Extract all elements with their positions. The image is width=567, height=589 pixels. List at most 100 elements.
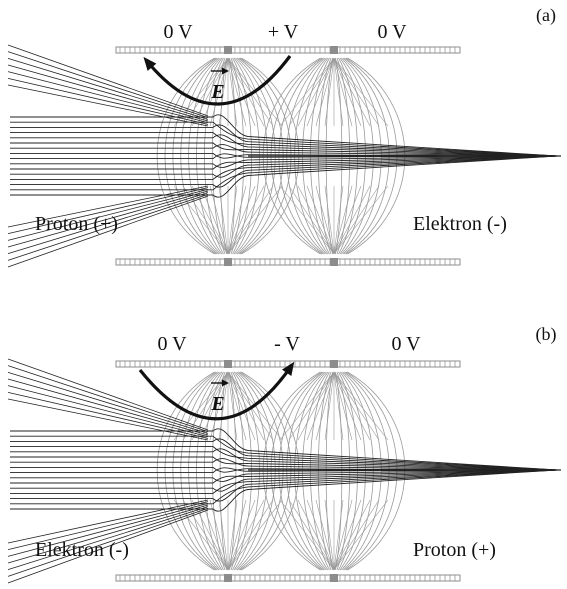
field-ray-bot-b-79 <box>333 499 353 571</box>
field-ray-top-a-38 <box>227 57 265 127</box>
plate-bot-b <box>115 574 461 582</box>
field-ray-bot-a-79 <box>333 185 353 255</box>
reflected-ray-bot-b-0 <box>7 509 209 584</box>
field-ray-bot-a-83 <box>333 185 371 255</box>
reflected-ray-bot-b-1 <box>7 507 209 577</box>
field-ray-top-a-40 <box>227 57 274 127</box>
trajectory-b-2 <box>10 438 558 471</box>
trajectory-b-10 <box>10 469 558 484</box>
field-arrow-curve-b <box>138 364 294 421</box>
panel-b: 0 V - V 0 V (b) E Elektron (-) Proton (+… <box>7 324 561 584</box>
field-line-a-12 <box>172 57 218 255</box>
reflected-ray-top-a-6 <box>7 84 209 127</box>
field-ray-top-a-32 <box>227 57 238 127</box>
field-ray-top-a-78 <box>333 57 353 127</box>
electrode-gap-bot-a-1 <box>330 258 338 266</box>
field-ray-bot-a-37 <box>227 185 256 255</box>
field-line-a-14 <box>164 57 217 255</box>
trajectory-b-11 <box>10 469 558 492</box>
field-ray-top-a-80 <box>333 57 362 127</box>
field-ray-top-a-18 <box>173 57 229 127</box>
field-vector-arrow-a <box>211 67 229 75</box>
trajectory-b-4 <box>10 448 558 471</box>
field-ray-bot-b-39 <box>227 499 265 571</box>
reflected-ray-bot-a-2 <box>7 192 209 255</box>
field-ray-top-b-32 <box>227 371 238 441</box>
panel-a: 0 V + V 0 V (a) E Proton (+) Elektron (-… <box>7 5 561 268</box>
field-ray-top-b-34 <box>227 371 247 441</box>
trajectory-a-9 <box>10 155 558 168</box>
trajectory-b-6 <box>10 458 558 471</box>
field-ray-bot-b-35 <box>227 499 247 571</box>
field-line-a-0 <box>219 57 227 255</box>
field-ray-bot-a-25 <box>200 185 229 255</box>
reflected-ray-bot-a-6 <box>7 185 209 228</box>
field-ray-top-b-80 <box>333 371 362 441</box>
trajectory-a-11 <box>10 155 558 178</box>
field-line-a-3 <box>230 57 245 255</box>
field-line-a-10 <box>180 57 220 255</box>
reflected-ray-top-b-5 <box>7 391 209 439</box>
field-arrow-a <box>143 55 292 106</box>
field-ray-top-a-64 <box>288 57 335 127</box>
trajectory-b-3 <box>10 446 558 471</box>
field-line-b-8 <box>188 371 221 571</box>
field-arrow-b <box>138 361 295 421</box>
trajectory-a-13 <box>10 155 558 188</box>
field-ray-bot-b-33 <box>227 499 238 571</box>
field-line-b-2 <box>211 371 226 571</box>
left-particle-label-b: Elektron (-) <box>35 539 129 561</box>
field-line-b-6 <box>196 371 223 571</box>
field-ray-top-a-68 <box>306 57 335 127</box>
trajectory-a-4 <box>10 134 558 157</box>
trajectory-b-8 <box>10 467 558 474</box>
reflected-ray-bot-b-6 <box>7 499 209 544</box>
trajectory-b-9 <box>10 469 558 482</box>
electrode-gap-bot-a-0 <box>224 258 232 266</box>
reflected-ray-top-a-0 <box>7 44 209 117</box>
reflected-ray-bot-a-4 <box>7 188 209 241</box>
field-ray-top-a-86 <box>333 57 389 127</box>
field-ray-top-b-68 <box>306 371 335 441</box>
trajectory-a-3 <box>10 132 558 157</box>
reflected-ray-top-a-2 <box>7 57 209 120</box>
field-ray-top-b-70 <box>315 371 335 441</box>
field-ray-bot-a-77 <box>333 185 344 255</box>
field-ray-top-a-62 <box>279 57 335 127</box>
field-ray-bot-a-19 <box>173 185 229 255</box>
plate-top-a <box>115 46 461 54</box>
field-line-b-12 <box>172 371 218 571</box>
electrode-gap-top-a-1 <box>330 46 338 54</box>
voltage-left-b: 0 V <box>157 333 187 355</box>
field-ray-top-b-66 <box>297 371 335 441</box>
field-ray-bot-a-29 <box>218 185 229 255</box>
field-ray-bot-b-83 <box>333 499 371 571</box>
field-ray-bot-b-29 <box>218 499 229 571</box>
field-ray-bot-b-81 <box>333 499 362 571</box>
panel-tag-b: (b) <box>536 324 557 345</box>
field-line-a-6 <box>196 57 223 255</box>
voltage-right-a: 0 V <box>377 21 407 43</box>
field-line-a-2 <box>211 57 226 255</box>
field-ray-top-b-38 <box>227 371 265 441</box>
field-ray-bot-b-73 <box>324 499 335 571</box>
field-ray-bot-a-87 <box>333 185 389 255</box>
field-ray-top-b-36 <box>227 371 256 441</box>
field-vector-arrow-b <box>211 379 229 387</box>
field-ray-bot-a-21 <box>182 185 229 255</box>
field-ray-top-b-76 <box>333 371 344 441</box>
voltage-mid-a: + V <box>268 21 299 43</box>
field-ray-top-b-78 <box>333 371 353 441</box>
reflected-ray-bot-a-5 <box>7 187 209 235</box>
field-ray-bot-a-65 <box>288 185 335 255</box>
field-ray-bot-a-35 <box>227 185 247 255</box>
field-arrow-head-b <box>281 361 295 376</box>
voltage-left-a: 0 V <box>163 21 193 43</box>
electrode-gap-top-b-1 <box>330 360 338 368</box>
field-ray-bot-b-19 <box>173 499 229 571</box>
field-line-a-8 <box>188 57 221 255</box>
voltage-mid-b: - V <box>274 333 300 355</box>
field-ray-bot-a-81 <box>333 185 362 255</box>
field-symbol-a: E <box>210 81 224 103</box>
reflected-ray-top-b-1 <box>7 365 209 433</box>
